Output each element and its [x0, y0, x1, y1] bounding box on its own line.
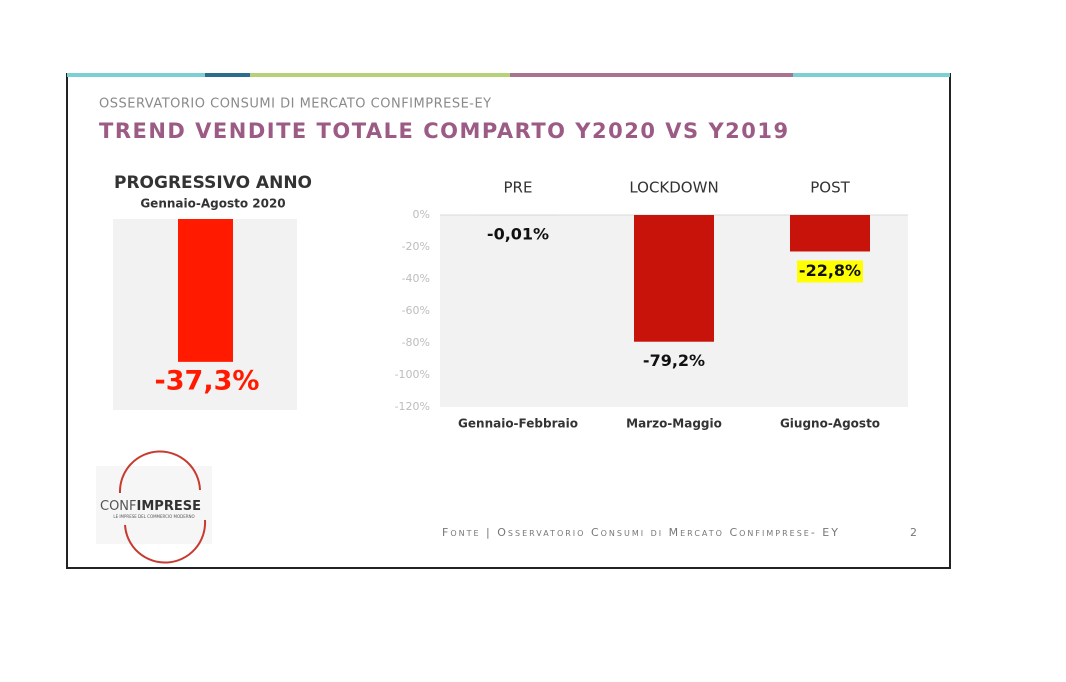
bar — [790, 215, 870, 252]
column-header: LOCKDOWN — [629, 179, 718, 197]
y-tick-label: -20% — [402, 240, 430, 253]
stripe — [67, 73, 205, 77]
logo-bg — [96, 466, 212, 544]
logo-text: CONFIMPRESE — [100, 499, 201, 514]
title: TREND VENDITE TOTALE COMPARTO Y2020 VS Y… — [99, 119, 790, 143]
x-tick-label: Marzo-Maggio — [626, 417, 722, 431]
x-tick-label: Gennaio-Febbraio — [458, 417, 578, 431]
label-highlight — [797, 260, 863, 283]
logo-text-bold: IMPRESE — [137, 499, 201, 514]
page-number: 2 — [910, 526, 917, 539]
x-tick-label: Giugno-Agosto — [780, 417, 880, 431]
value-label: -0,01% — [487, 225, 549, 244]
y-tick-label: -40% — [402, 272, 430, 285]
value-label: -22,8% — [799, 261, 861, 280]
y-tick-label: 0% — [413, 208, 430, 221]
source: Fonte | Osservatorio Consumi di Mercato … — [442, 526, 840, 539]
stripe — [793, 73, 950, 77]
value-label: -79,2% — [643, 351, 705, 370]
stripe — [510, 73, 793, 77]
logo-arc — [118, 450, 201, 494]
subtitle: OSSERVATORIO CONSUMI DI MERCATO CONFIMPR… — [99, 97, 492, 112]
column-header: POST — [810, 179, 850, 197]
stripe — [205, 73, 250, 77]
chart-title: PROGRESSIVO ANNO — [114, 173, 312, 193]
chart-subtitle: Gennaio-Agosto 2020 — [140, 197, 285, 211]
y-tick-label: -100% — [395, 368, 430, 381]
stripe — [250, 73, 510, 77]
bar — [634, 215, 714, 342]
bar — [178, 219, 233, 362]
value-label: -37,3% — [155, 365, 260, 396]
logo: CONFIMPRESE LE IMPRESE DEL COMMERCIO MOD… — [96, 450, 212, 564]
logo-tagline: LE IMPRESE DEL COMMERCIO MODERNO — [113, 514, 194, 519]
y-tick-label: -80% — [402, 336, 430, 349]
logo-text-light: CONF — [100, 499, 137, 514]
y-tick-label: -60% — [402, 304, 430, 317]
column-header: PRE — [504, 179, 533, 197]
y-tick-label: -120% — [395, 400, 430, 413]
logo-arc — [124, 519, 207, 564]
